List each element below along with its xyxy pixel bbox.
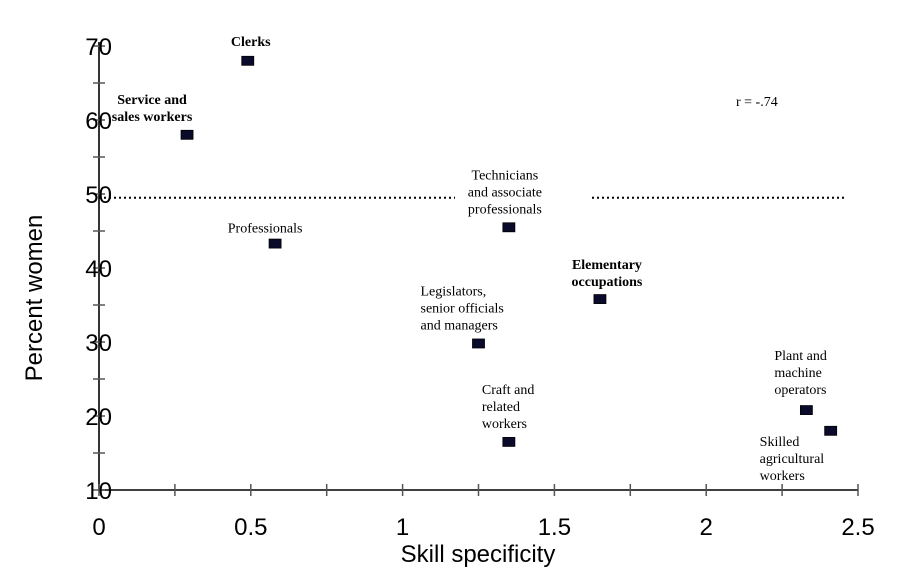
point-label: Skilled agricultural workers xyxy=(760,435,825,484)
point-label-line: Service and xyxy=(117,93,187,108)
y-tick-label: 30 xyxy=(85,330,112,357)
point-label-line: and managers xyxy=(421,318,498,333)
x-tick-label: 1.5 xyxy=(538,514,571,541)
data-points xyxy=(180,55,838,447)
data-point xyxy=(241,55,255,66)
point-label-line: Plant and xyxy=(774,349,827,364)
data-point xyxy=(268,238,282,249)
point-label-line: Professionals xyxy=(228,222,303,237)
x-axis-title: Skill specificity xyxy=(401,541,556,568)
point-label-line: sales workers xyxy=(112,110,193,125)
point-label-line: related xyxy=(482,400,520,415)
x-tick-label: 2.5 xyxy=(841,514,874,541)
data-point xyxy=(824,425,838,436)
point-label-line: Craft and xyxy=(482,383,534,398)
y-tick-label: 10 xyxy=(85,478,112,505)
point-label-line: agricultural xyxy=(760,452,825,467)
x-tick-label: 1 xyxy=(396,514,409,541)
point-label: Elementary occupations xyxy=(572,258,643,290)
point-label-line: Skilled xyxy=(760,435,800,450)
point-label-line: Clerks xyxy=(231,35,271,50)
point-label-line: workers xyxy=(760,469,805,484)
data-point xyxy=(472,338,485,349)
correlation-annotation: r = -.74 xyxy=(736,95,778,110)
point-label-line: workers xyxy=(482,417,527,432)
axes: 0 0.5 1 1.5 2 2.5 10 20 30 40 50 60 70 xyxy=(85,34,874,541)
data-point xyxy=(502,222,516,233)
x-tick-label: 2 xyxy=(700,514,713,541)
point-label: Craft and related workers xyxy=(482,383,534,432)
point-label-line: Elementary xyxy=(572,258,642,273)
data-point xyxy=(799,405,813,415)
point-label: Professionals xyxy=(228,222,303,237)
data-point xyxy=(593,294,607,304)
point-label-line: machine xyxy=(774,366,821,381)
point-label: Legislators, senior officials and managers xyxy=(421,284,504,333)
point-label-line: occupations xyxy=(572,275,643,290)
point-label-line: Technicians xyxy=(472,168,539,183)
y-tick-label: 40 xyxy=(85,256,112,283)
point-label: Service and sales workers xyxy=(112,93,193,125)
y-tick-label: 20 xyxy=(85,404,112,431)
point-label-line: and associate xyxy=(468,185,542,200)
point-label: Plant and machine operators xyxy=(774,349,827,398)
y-tick-label: 70 xyxy=(85,34,112,61)
point-label-line: senior officials xyxy=(421,301,504,316)
point-label-line: operators xyxy=(774,383,826,398)
point-label: Technicians and associate professionals xyxy=(468,168,542,217)
point-label-line: professionals xyxy=(468,202,542,217)
data-point xyxy=(180,129,194,140)
point-label-line: Legislators, xyxy=(421,284,487,299)
x-tick-label: 0 xyxy=(92,514,105,541)
y-tick-label: 50 xyxy=(85,182,112,209)
x-tick-label: 0.5 xyxy=(234,514,267,541)
point-labels: Clerks Service and sales workers Profession… xyxy=(112,35,827,484)
data-point xyxy=(502,436,516,447)
y-tick-label: 60 xyxy=(85,108,112,135)
y-axis-title: Percent women xyxy=(21,215,48,382)
point-label: Clerks xyxy=(231,35,271,50)
